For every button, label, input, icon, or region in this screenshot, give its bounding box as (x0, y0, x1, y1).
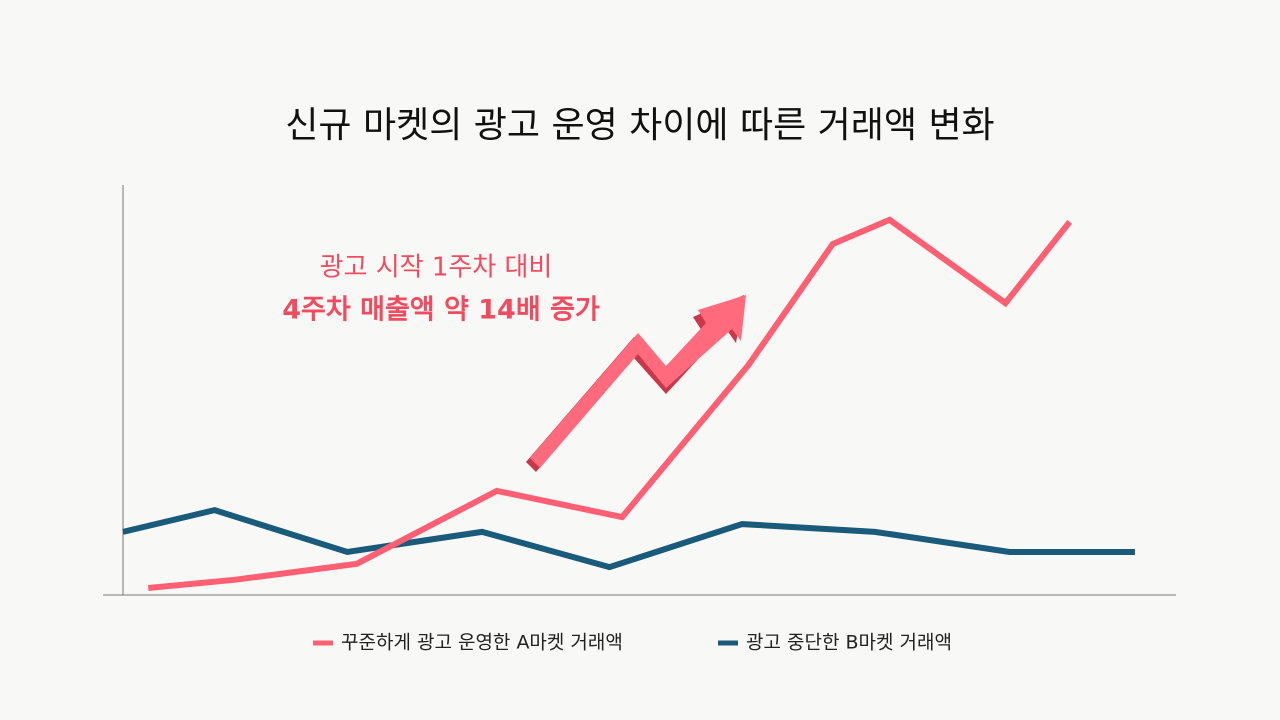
annotation-line: 광고 시작 1주차 대비 (320, 253, 553, 283)
legend-label: 꾸준하게 광고 운영한 A마켓 거래액 (341, 632, 623, 654)
series-line (147, 216, 1073, 592)
annotation-line: 4주차 매출액 약 14배 증가 (282, 295, 600, 326)
series-line (122, 507, 1135, 571)
legend-label: 광고 중단한 B마켓 거래액 (746, 632, 952, 654)
plot (122, 216, 1135, 592)
legend: 꾸준하게 광고 운영한 A마켓 거래액 광고 중단한 B마켓 거래액 (313, 632, 952, 654)
annotation-arrow (526, 295, 746, 472)
chart-title: 신규 마켓의 광고 운영 차이에 따른 거래액 변화 (285, 105, 994, 146)
